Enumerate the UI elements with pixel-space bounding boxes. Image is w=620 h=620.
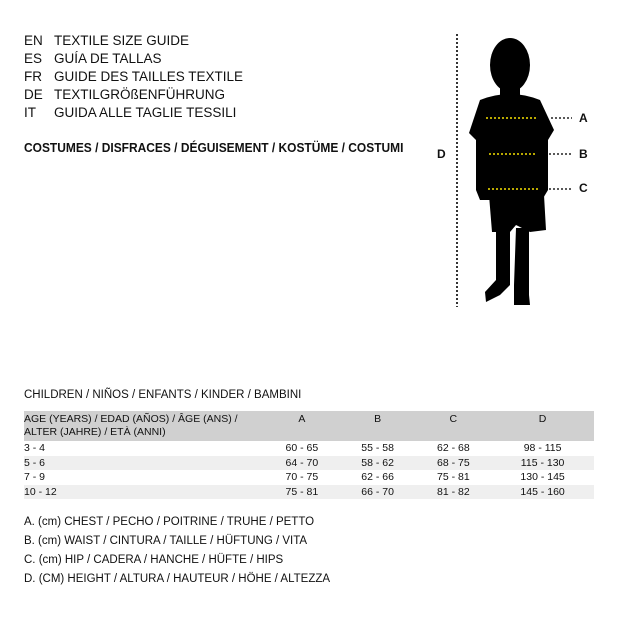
label-a: A bbox=[579, 111, 588, 125]
lang-fr: FR GUIDE DES TAILLES TEXTILE bbox=[24, 69, 244, 84]
table-row: 10 - 12 75 - 81 66 - 70 81 - 82 145 - 160 bbox=[24, 484, 594, 499]
table-header: AGE (YEARS) / EDAD (AÑOS) / ÂGE (ANS) / A… bbox=[24, 411, 594, 441]
lang-de: DE TEXTILGRÖßENFÜHRUNG bbox=[24, 87, 226, 102]
child-silhouette-figure bbox=[456, 34, 572, 307]
label-c: C bbox=[579, 181, 588, 195]
header-age: AGE (YEARS) / EDAD (AÑOS) / ÂGE (ANS) / A… bbox=[24, 411, 264, 441]
child-silhouette bbox=[469, 38, 554, 305]
lang-es: ES GUÍA DE TALLAS bbox=[24, 51, 162, 66]
header-b: B bbox=[339, 411, 416, 441]
label-b: B bbox=[579, 147, 588, 161]
header-a: A bbox=[264, 411, 340, 441]
header-c: C bbox=[415, 411, 492, 441]
size-table: AGE (YEARS) / EDAD (AÑOS) / ÂGE (ANS) / A… bbox=[24, 411, 594, 499]
page-title: COSTUMES / DISFRACES / DÉGUISEMENT / KOS… bbox=[24, 140, 404, 155]
note-height: D. (CM) HEIGHT / ALTURA / HAUTEUR / HÖHE… bbox=[24, 573, 331, 585]
note-waist: B. (cm) WAIST / CINTURA / TAILLE / HÜFTU… bbox=[24, 535, 308, 547]
table-row: 3 - 4 60 - 65 55 - 58 62 - 68 98 - 115 bbox=[24, 442, 562, 454]
note-hip: C. (cm) HIP / CADERA / HANCHE / HÜFTE / … bbox=[24, 554, 284, 566]
lang-en: EN TEXTILE SIZE GUIDE bbox=[24, 33, 190, 48]
note-chest: A. (cm) CHEST / PECHO / POITRINE / TRUHE… bbox=[24, 516, 315, 528]
table-subtitle: CHILDREN / NIÑOS / ENFANTS / KINDER / BA… bbox=[24, 389, 302, 401]
lang-it: IT GUIDA ALLE TAGLIE TESSILI bbox=[24, 105, 237, 120]
label-d: D bbox=[437, 147, 446, 161]
header-d: D bbox=[491, 411, 594, 441]
table-row: 5 - 6 64 - 70 58 - 62 68 - 75 115 - 130 bbox=[24, 455, 594, 470]
table-row: 7 - 9 70 - 75 62 - 66 75 - 81 130 - 145 bbox=[24, 471, 565, 483]
